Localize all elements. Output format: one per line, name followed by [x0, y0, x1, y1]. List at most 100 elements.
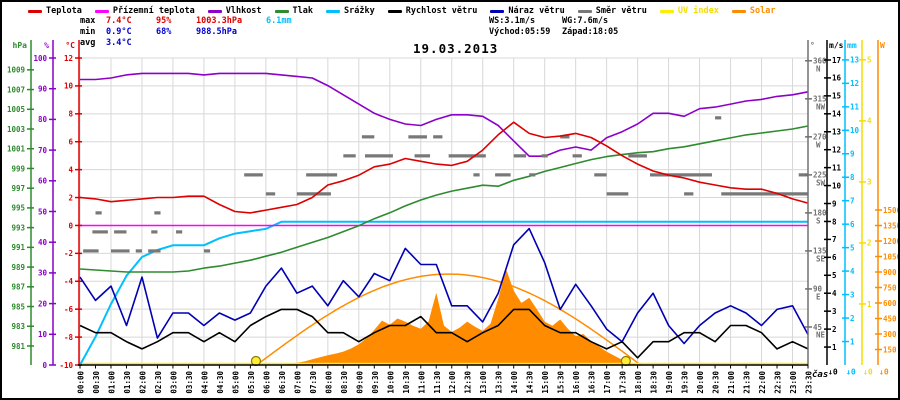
legend-swatch	[387, 9, 402, 13]
svg-text:SE: SE	[816, 254, 826, 263]
svg-text:S: S	[816, 216, 821, 225]
svg-text:11:30: 11:30	[433, 371, 442, 394]
stats-block-right: WS:3.1m/s WG:7.6m/s Východ:05:59 Západ:1…	[489, 16, 635, 38]
svg-text:750: 750	[883, 283, 897, 292]
svg-text:10: 10	[832, 181, 842, 190]
sunrise-time: Východ:05:59	[489, 27, 551, 37]
svg-text:m/s: m/s	[829, 41, 844, 50]
legend-label: Srážky	[344, 6, 375, 16]
sun-stats-row: Východ:05:59 Západ:18:05	[489, 27, 635, 38]
svg-text:20:30: 20:30	[712, 371, 721, 394]
svg-text:02:30: 02:30	[154, 371, 163, 394]
legend-swatch	[731, 9, 746, 13]
svg-text:9: 9	[832, 199, 837, 208]
svg-text:10:00: 10:00	[386, 371, 395, 394]
svg-text:4: 4	[850, 267, 855, 276]
svg-text:80: 80	[38, 115, 48, 124]
svg-text:01:30: 01:30	[123, 371, 132, 394]
svg-text:19:30: 19:30	[681, 371, 690, 394]
svg-text:00:00: 00:00	[77, 371, 86, 394]
legend-swatch	[659, 9, 674, 13]
legend-item-8: UV index	[659, 6, 719, 16]
legend-item-1: Přízemní teplota	[94, 6, 195, 16]
svg-text:1050: 1050	[883, 252, 898, 261]
svg-text:05:00: 05:00	[231, 371, 240, 394]
svg-text:23:30: 23:30	[805, 371, 814, 394]
svg-text:60: 60	[38, 177, 48, 186]
svg-text:0: 0	[68, 221, 73, 230]
svg-text:995: 995	[11, 204, 25, 213]
svg-text:%: %	[44, 41, 49, 50]
svg-text:1: 1	[832, 343, 837, 352]
svg-text:06:30: 06:30	[278, 371, 287, 394]
svg-text:13:00: 13:00	[479, 371, 488, 394]
svg-text:17:30: 17:30	[619, 371, 628, 394]
svg-text:16:30: 16:30	[588, 371, 597, 394]
legend-label: Solar	[749, 6, 776, 16]
svg-text:1: 1	[867, 300, 872, 309]
min-pressure-value: 988.5hPa	[196, 27, 237, 37]
svg-text:°: °	[810, 41, 815, 50]
svg-text:360: 360	[813, 57, 827, 66]
min-label: min	[80, 27, 96, 37]
x-axis: 00:00 00:30 01:00 01:30 02:00 02:30 03:00 03:30…	[77, 364, 814, 394]
svg-text:13: 13	[850, 56, 860, 65]
svg-text:1200: 1200	[883, 237, 898, 246]
svg-text:1007: 1007	[7, 85, 25, 94]
legend-label: Náraz větru	[508, 6, 565, 16]
svg-text:8: 8	[850, 173, 855, 182]
svg-text:1350: 1350	[883, 221, 898, 230]
svg-text:04:30: 04:30	[216, 371, 225, 394]
svg-text:1009: 1009	[7, 66, 26, 75]
min-humidity-value: 68%	[156, 27, 172, 37]
max-label: max	[80, 16, 96, 26]
svg-text:2: 2	[850, 314, 855, 323]
svg-text:09:30: 09:30	[371, 371, 380, 394]
svg-text:3: 3	[867, 178, 872, 187]
svg-text:11: 11	[832, 163, 842, 172]
svg-text:3: 3	[850, 290, 855, 299]
svg-text:180: 180	[813, 209, 827, 218]
svg-text:300: 300	[883, 330, 897, 339]
svg-text:1001: 1001	[7, 145, 26, 154]
svg-text:997: 997	[11, 184, 25, 193]
svg-text:13:30: 13:30	[495, 371, 504, 394]
max-temperature-value: 7.4°C	[106, 16, 132, 26]
svg-text:14:30: 14:30	[526, 371, 535, 394]
legend-item-9: Solar	[731, 6, 776, 16]
svg-text:21:00: 21:00	[727, 371, 736, 394]
svg-text:21:30: 21:30	[743, 371, 752, 394]
wind-direction-marks	[83, 116, 808, 253]
svg-text:10: 10	[64, 82, 74, 91]
svg-text:9: 9	[850, 150, 855, 159]
legend-item-6: Náraz větru	[490, 6, 565, 16]
svg-text:N: N	[816, 64, 821, 73]
svg-text:16:00: 16:00	[572, 371, 581, 394]
svg-text:40: 40	[38, 238, 48, 247]
svg-text:90: 90	[38, 85, 48, 94]
svg-text:7: 7	[832, 235, 837, 244]
stats-row-avg: avg 3.4°C	[80, 38, 312, 49]
svg-text:18:00: 18:00	[634, 371, 643, 394]
avg-temperature-value: 3.4°C	[106, 38, 132, 48]
legend-swatch	[274, 9, 289, 13]
series-6	[79, 227, 809, 345]
svg-text:W: W	[816, 140, 821, 149]
svg-text:12:30: 12:30	[464, 371, 473, 394]
svg-text:10:30: 10:30	[402, 371, 411, 394]
svg-text:900: 900	[883, 268, 897, 277]
svg-text:5: 5	[832, 271, 837, 280]
svg-text:09:00: 09:00	[355, 371, 364, 394]
svg-text:22:30: 22:30	[774, 371, 783, 394]
series-4	[79, 220, 808, 366]
legend-label: Rychlost větru	[405, 6, 478, 16]
svg-text:17:00: 17:00	[603, 371, 612, 394]
series-2	[80, 72, 809, 157]
legend-swatch	[28, 9, 42, 13]
avg-label: avg	[80, 38, 96, 48]
svg-text:10: 10	[38, 330, 48, 339]
legend-item-7: Směr větru	[577, 6, 647, 16]
svg-text:0: 0	[42, 361, 47, 370]
svg-text:01:00: 01:00	[107, 371, 116, 394]
